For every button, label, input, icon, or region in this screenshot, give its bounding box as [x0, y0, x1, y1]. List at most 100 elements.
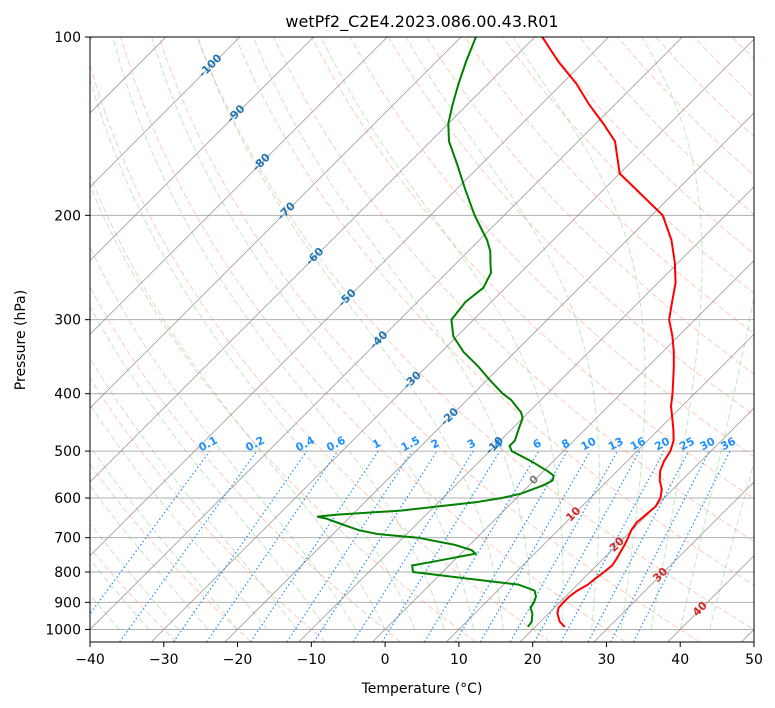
moist-adiabat-line — [90, 77, 416, 630]
isotherm-line — [90, 37, 241, 188]
mixing-ratio-line — [381, 450, 501, 642]
isotherm-line — [741, 628, 754, 642]
x-tick-label: −10 — [297, 652, 327, 668]
isotherm-line — [90, 37, 314, 262]
mixing-ratio-line — [172, 450, 308, 642]
isotherm-label: -60 — [303, 245, 326, 268]
moist-adiabat-line — [679, 294, 754, 630]
mixing-ratio-line — [249, 450, 379, 642]
dry-adiabat-line — [617, 37, 754, 176]
moist-adiabat-line — [252, 37, 534, 630]
y-axis: 100 200 300 400 500 600 700 800 900 1000 — [45, 30, 90, 638]
isotherm-line — [150, 38, 754, 642]
y-tick-label: 400 — [54, 387, 81, 403]
isotherm-line — [298, 186, 754, 642]
mixing-ratio-label: 16 — [628, 435, 648, 454]
dry-adiabat-line — [90, 377, 327, 642]
dry-adiabat-line — [196, 37, 754, 630]
y-axis-label: Pressure (hPa) — [13, 290, 29, 390]
isotherm-label: -100 — [196, 51, 225, 80]
y-tick-label: 900 — [54, 595, 81, 611]
isotherm-label: 30 — [650, 565, 670, 585]
mixing-ratio-line — [206, 450, 339, 642]
mixing-ratio-line — [509, 450, 618, 642]
moist-adiabat-line — [90, 485, 209, 630]
mixing-ratio-line — [352, 450, 474, 642]
isotherm-line — [593, 481, 754, 642]
chart-title: wetPf2_C2E4.2023.086.00.43.R01 — [285, 12, 558, 32]
y-tick-label: 200 — [54, 208, 81, 224]
x-tick-label: 30 — [598, 652, 616, 668]
dewpoint-profile-line — [316, 37, 555, 628]
moist-adiabat-line — [320, 37, 564, 630]
x-axis: −40 −30 −20 −10 0 10 20 30 40 50 — [75, 642, 763, 668]
isotherm-line — [372, 259, 754, 642]
y-tick-label: 700 — [54, 531, 81, 547]
mixing-ratio-line — [533, 450, 641, 642]
isotherm-label: -40 — [367, 328, 390, 351]
mixing-ratio-label: 13 — [606, 435, 626, 454]
mixing-ratio-label: 36 — [718, 434, 738, 453]
mixing-ratio-label: 6 — [531, 436, 544, 451]
dry-adiabat-line — [770, 37, 775, 642]
isotherm-label: 0 — [527, 472, 542, 487]
mixing-ratio-line — [286, 450, 413, 642]
moist-adiabat-line — [90, 305, 327, 630]
x-tick-label: 50 — [745, 652, 763, 668]
dry-adiabat-line — [387, 37, 754, 416]
mixing-ratio-label: 3 — [465, 436, 478, 451]
isotherm-line — [90, 37, 609, 557]
isotherm-line — [90, 37, 536, 483]
x-tick-label: 10 — [450, 652, 468, 668]
dry-adiabat-line — [158, 37, 701, 642]
y-tick-label: 500 — [54, 444, 81, 460]
dry-adiabat-line — [464, 37, 754, 335]
y-tick-label: 1000 — [45, 622, 81, 638]
moist-adiabat-line — [512, 37, 646, 630]
dry-adiabat-line — [120, 37, 626, 642]
moist-adiabat-line — [90, 445, 238, 630]
moist-adiabat-line — [197, 37, 504, 630]
mixing-ratio-label: 20 — [652, 435, 672, 454]
isotherm-line — [519, 407, 754, 642]
mixing-ratio-line — [313, 450, 438, 642]
x-tick-label: −40 — [75, 652, 105, 668]
isotherm-label: -90 — [224, 102, 247, 125]
isotherm-label: -20 — [438, 405, 461, 428]
dry-adiabat-line — [90, 463, 252, 642]
isotherm-label: -30 — [401, 368, 424, 391]
mixing-ratio-label: 10 — [579, 435, 599, 454]
mixing-ratio-line — [560, 450, 665, 642]
moist-adiabat-line — [90, 522, 179, 630]
plot-area: 0.1 0.2 0.4 0.6 1 1.5 2 3 4 6 8 10 13 16 20 25 30 36-100-… — [90, 37, 775, 642]
dry-adiabat-line — [349, 37, 754, 458]
moist-adiabat-line — [90, 403, 268, 630]
isotherm-label: 10 — [563, 504, 583, 524]
isotherm-line — [90, 37, 683, 631]
x-tick-label: 0 — [381, 652, 390, 668]
mixing-ratio-line — [587, 450, 690, 642]
x-axis-label: Temperature (°C) — [361, 681, 483, 697]
mixing-ratio-label: 25 — [677, 435, 697, 454]
mixing-ratio-line — [423, 450, 540, 642]
isotherm-line — [90, 37, 462, 409]
moist-adiabat-line — [641, 37, 703, 630]
y-tick-label: 300 — [54, 313, 81, 329]
moist-adiabat-line — [112, 37, 445, 630]
plot-frame — [89, 36, 755, 643]
moist-adiabat-line — [405, 37, 601, 630]
mixing-ratio-label: 30 — [698, 434, 718, 453]
moist-adiabat-line — [151, 37, 475, 630]
temperature-profile-line — [541, 37, 677, 628]
mixing-ratio-line — [479, 450, 591, 642]
mixing-ratio-label: 2 — [429, 436, 442, 451]
dry-adiabat-line — [502, 37, 754, 295]
dry-adiabat-line — [693, 37, 754, 99]
dry-adiabat-line — [90, 547, 177, 642]
x-tick-label: 20 — [524, 652, 542, 668]
y-tick-label: 800 — [54, 565, 81, 581]
isotherm-line — [90, 37, 388, 335]
x-tick-label: −20 — [223, 652, 253, 668]
moist-adiabat-line — [90, 173, 386, 630]
